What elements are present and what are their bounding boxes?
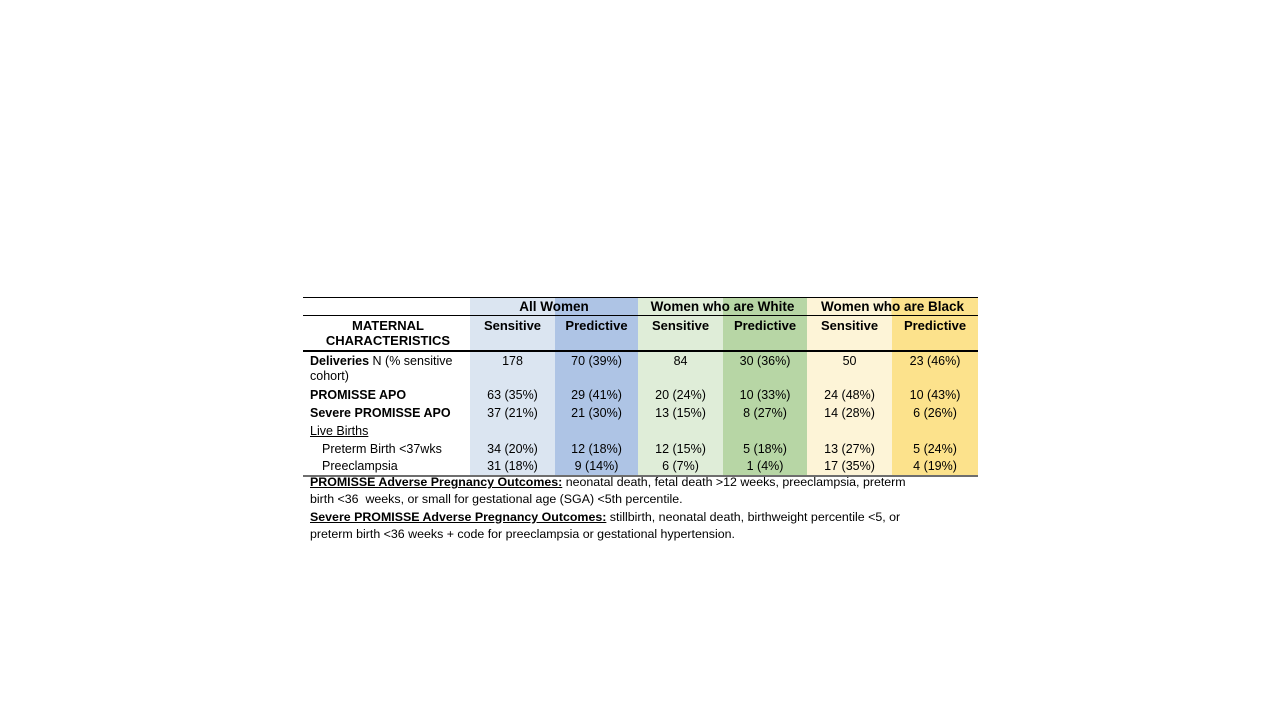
table-cell: 12 (15%)	[638, 439, 724, 457]
subheader-all-sensitive: Sensitive	[470, 315, 555, 352]
table-cell: 178	[470, 350, 555, 386]
row-promisse-apo: PROMISSE APO 63 (35%) 29 (41%) 20 (24%) …	[303, 385, 979, 404]
group-women-black: Women who are Black	[807, 297, 979, 316]
footnote-definition: stillbirth, neonatal death, birthweight …	[310, 509, 901, 541]
table-cell	[555, 421, 639, 440]
table-cell: 13 (15%)	[638, 403, 724, 422]
row-label: PROMISSE APO	[310, 387, 407, 402]
footnote-definition: neonatal death, fetal death >12 weeks, p…	[310, 475, 906, 507]
footnote-promisse-apo: PROMISSE Adverse Pregnancy Outcomes: neo…	[310, 474, 1030, 509]
row-severe-promisse-apo: Severe PROMISSE APO 37 (21%) 21 (30%) 13…	[303, 403, 979, 422]
table-cell	[892, 421, 979, 440]
table-cell: 70 (39%)	[555, 350, 639, 386]
table-cell: 29 (41%)	[555, 385, 639, 404]
table-cell: 5 (18%)	[723, 439, 808, 457]
table-cell: 84	[638, 350, 724, 386]
table-cell: 14 (28%)	[807, 403, 893, 422]
table-cell: 4 (19%)	[892, 457, 979, 476]
subheader-black-sensitive: Sensitive	[807, 315, 893, 352]
row-label: Preeclampsia	[322, 459, 398, 473]
table-cell: 1 (4%)	[723, 457, 808, 476]
table-cell: 34 (20%)	[470, 439, 555, 457]
row-label: Preterm Birth <37wks	[322, 441, 442, 456]
maternal-characteristics-header: MATERNAL CHARACTERISTICS	[303, 315, 470, 352]
maternal-line2: CHARACTERISTICS	[325, 333, 451, 348]
outcomes-table: All Women Women who are White Women who …	[303, 297, 979, 477]
column-header-row: MATERNAL CHARACTERISTICS Sensitive Predi…	[303, 315, 979, 352]
footnotes: PROMISSE Adverse Pregnancy Outcomes: neo…	[310, 474, 1030, 543]
row-preeclampsia: Preeclampsia 31 (18%) 9 (14%) 6 (7%) 1 (…	[303, 457, 979, 476]
table-cell	[638, 421, 724, 440]
table-cell: 12 (18%)	[555, 439, 639, 457]
table-cell: 9 (14%)	[555, 457, 639, 476]
row-deliveries: Deliveries N (% sensitive cohort) 178 70…	[303, 350, 979, 386]
table-cell: 24 (48%)	[807, 385, 893, 404]
table-cell	[723, 421, 808, 440]
table-cell: 17 (35%)	[807, 457, 893, 476]
subheader-black-predictive: Predictive	[892, 315, 979, 352]
group-header-row: All Women Women who are White Women who …	[303, 297, 979, 316]
row-label-bold: Deliveries	[310, 353, 370, 368]
footnote-severe-promisse-apo: Severe PROMISSE Adverse Pregnancy Outcom…	[310, 509, 1030, 544]
row-label: Severe PROMISSE APO	[310, 405, 451, 420]
subheader-white-predictive: Predictive	[723, 315, 808, 352]
table-cell: 63 (35%)	[470, 385, 555, 404]
row-live-births: Live Births	[303, 421, 979, 440]
row-label: Deliveries N (% sensitive cohort)	[303, 351, 470, 386]
group-women-white: Women who are White	[638, 297, 808, 316]
table-cell: 8 (27%)	[723, 403, 808, 422]
table-cell	[470, 421, 555, 440]
table-cell: 6 (7%)	[638, 457, 724, 476]
row-preterm-birth: Preterm Birth <37wks 34 (20%) 12 (18%) 1…	[303, 439, 979, 457]
row-label: Live Births	[310, 423, 369, 438]
group-all-women: All Women	[470, 297, 639, 316]
table-cell: 10 (33%)	[723, 385, 808, 404]
footnote-term: PROMISSE Adverse Pregnancy Outcomes:	[310, 475, 563, 489]
table-cell: 31 (18%)	[470, 457, 555, 476]
subheader-all-predictive: Predictive	[555, 315, 639, 352]
table-cell: 5 (24%)	[892, 439, 979, 457]
table-cell: 6 (26%)	[892, 403, 979, 422]
maternal-line1: MATERNAL	[352, 318, 424, 333]
table-cell: 20 (24%)	[638, 385, 724, 404]
subheader-white-sensitive: Sensitive	[638, 315, 724, 352]
table-cell: 30 (36%)	[723, 350, 808, 386]
table-cell: 50	[807, 350, 893, 386]
table-cell: 23 (46%)	[892, 350, 979, 386]
table-cell: 21 (30%)	[555, 403, 639, 422]
table-cell	[807, 421, 893, 440]
row-label-rest: N (% sensitive cohort)	[310, 353, 453, 384]
table-cell: 13 (27%)	[807, 439, 893, 457]
group-header-spacer	[303, 297, 470, 316]
table-cell: 10 (43%)	[892, 385, 979, 404]
table-cell: 37 (21%)	[470, 403, 555, 422]
footnote-term: Severe PROMISSE Adverse Pregnancy Outcom…	[310, 509, 607, 524]
